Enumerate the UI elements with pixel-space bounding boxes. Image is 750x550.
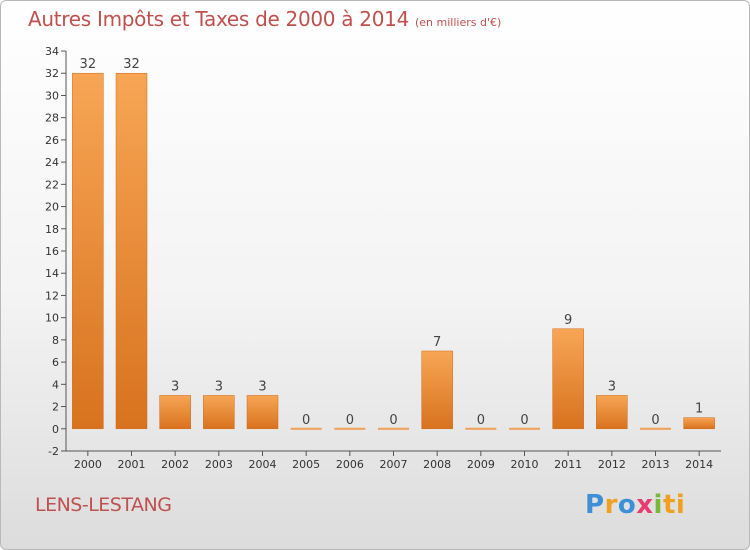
y-tick-label: 14 xyxy=(45,267,59,280)
bar xyxy=(596,395,628,430)
bar xyxy=(640,427,671,430)
y-tick-label: 24 xyxy=(45,156,59,169)
y-tick-label: 12 xyxy=(45,289,59,302)
bar xyxy=(115,72,148,430)
x-tick-label: 2002 xyxy=(161,458,189,471)
bar-value-label: 0 xyxy=(520,413,528,428)
bar-value-label: 0 xyxy=(651,413,659,428)
y-tick-label: 18 xyxy=(45,223,59,236)
logo-letter: o xyxy=(617,490,637,520)
x-tick-label: 2010 xyxy=(511,458,539,471)
bar-value-label: 3 xyxy=(215,379,223,394)
x-tick-label: 2011 xyxy=(554,458,582,471)
proxiti-logo: Proxiti xyxy=(585,490,685,520)
x-tick-label: 2006 xyxy=(336,458,364,471)
y-tick-label: -2 xyxy=(48,445,59,458)
bar xyxy=(72,72,104,430)
y-tick-label: 16 xyxy=(45,245,59,258)
chart-title: Autres Impôts et Taxes de 2000 à 2014 (en… xyxy=(28,7,501,31)
bar xyxy=(465,427,497,430)
chart-title-text: Autres Impôts et Taxes de 2000 à 2014 xyxy=(28,7,409,31)
y-tick-label: 32 xyxy=(45,67,59,80)
x-tick-label: 2001 xyxy=(118,458,146,471)
y-tick-label: 2 xyxy=(52,401,59,414)
y-tick-label: 28 xyxy=(45,112,59,125)
bar-value-label: 1 xyxy=(695,402,703,417)
bar-value-label: 32 xyxy=(123,57,140,72)
bar xyxy=(421,350,453,430)
x-tick-label: 2012 xyxy=(598,458,626,471)
bar xyxy=(246,395,279,430)
logo-letter: r xyxy=(604,490,618,520)
logo-letter: P xyxy=(585,490,605,520)
y-tick-label: 6 xyxy=(52,356,59,369)
x-tick-label: 2007 xyxy=(380,458,408,471)
x-tick-label: 2014 xyxy=(685,458,713,471)
y-tick-label: 4 xyxy=(52,378,59,391)
x-tick-label: 2004 xyxy=(249,458,277,471)
bar xyxy=(203,395,235,430)
bar-value-label: 32 xyxy=(80,57,97,72)
bar xyxy=(509,427,540,430)
y-tick-label: 34 xyxy=(45,45,59,58)
x-tick-label: 2003 xyxy=(205,458,233,471)
bar xyxy=(378,427,409,430)
bar-value-label: 3 xyxy=(258,379,266,394)
bar xyxy=(334,427,366,430)
logo-letter: x xyxy=(636,490,654,520)
bar xyxy=(552,328,584,430)
x-tick-label: 2008 xyxy=(423,458,451,471)
chart-unit: (en milliers d'€) xyxy=(415,16,502,29)
y-tick-label: 8 xyxy=(52,334,59,347)
y-tick-label: 10 xyxy=(45,312,59,325)
bar xyxy=(683,417,715,430)
bar-value-label: 0 xyxy=(346,413,354,428)
bar-value-label: 0 xyxy=(389,413,397,428)
bar-value-label: 7 xyxy=(433,335,441,350)
y-tick-label: 0 xyxy=(52,423,59,436)
logo-letter: i xyxy=(653,490,663,520)
bar-value-label: 9 xyxy=(564,313,572,328)
y-tick-label: 20 xyxy=(45,201,59,214)
bar xyxy=(290,427,322,430)
bar-value-label: 0 xyxy=(302,413,310,428)
commune-name: LENS-LESTANG xyxy=(35,494,172,516)
y-tick-label: 22 xyxy=(45,178,59,191)
y-tick-label: 30 xyxy=(45,89,59,102)
logo-letter: ti xyxy=(662,490,686,520)
bar-value-label: 0 xyxy=(477,413,485,428)
x-tick-label: 2009 xyxy=(467,458,495,471)
x-tick-label: 2005 xyxy=(292,458,320,471)
bar-value-label: 3 xyxy=(608,379,616,394)
x-tick-label: 2013 xyxy=(642,458,670,471)
y-tick-label: 26 xyxy=(45,134,59,147)
x-tick-label: 2000 xyxy=(74,458,102,471)
bar xyxy=(159,395,191,430)
bar-value-label: 3 xyxy=(171,379,179,394)
